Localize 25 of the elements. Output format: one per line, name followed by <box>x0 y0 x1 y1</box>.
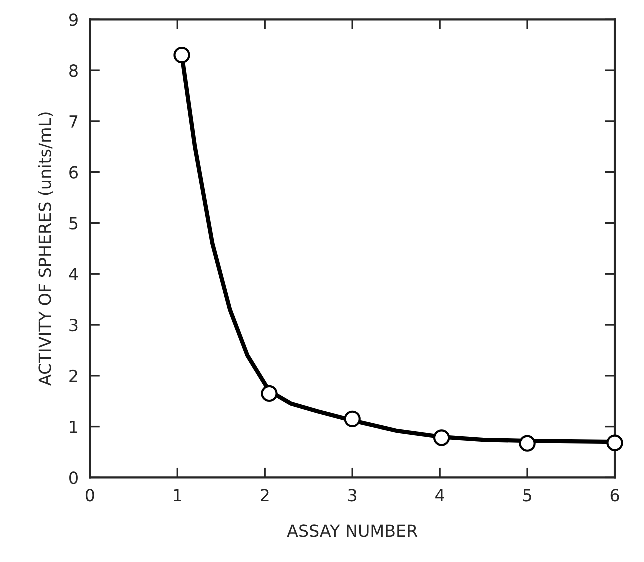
x-tick-label: 4 <box>436 489 444 502</box>
x-tick-label: 6 <box>610 489 620 502</box>
y-tick-label: 8 <box>70 64 78 78</box>
y-tick-label: 1 <box>70 420 78 434</box>
y-tick-label: 9 <box>69 14 78 26</box>
y-tick-label: 4 <box>69 268 78 280</box>
y-tick-label: 3 <box>70 318 78 332</box>
y-axis-title: ACTIVITY OF SPHERES (units/mL) <box>38 112 54 386</box>
point <box>261 385 278 402</box>
y-tick-label: 5 <box>70 217 78 230</box>
point <box>433 430 450 446</box>
y-tick-label: 7 <box>70 116 78 128</box>
x-tick-label: 3 <box>348 489 357 502</box>
point <box>606 434 624 452</box>
point <box>174 46 190 64</box>
y-tick-label: 6 <box>70 166 78 179</box>
x-tick-label: 0 <box>86 489 94 502</box>
y-tick-label: 0 <box>70 472 78 484</box>
y-tick-label: 2 <box>70 370 78 382</box>
x-tick-label: 1 <box>174 489 182 502</box>
x-tick-label: 2 <box>261 489 269 502</box>
point <box>519 435 536 452</box>
x-axis-title: ASSAY NUMBER <box>287 524 418 538</box>
x-tick-label: 5 <box>524 489 532 502</box>
point <box>344 410 361 428</box>
